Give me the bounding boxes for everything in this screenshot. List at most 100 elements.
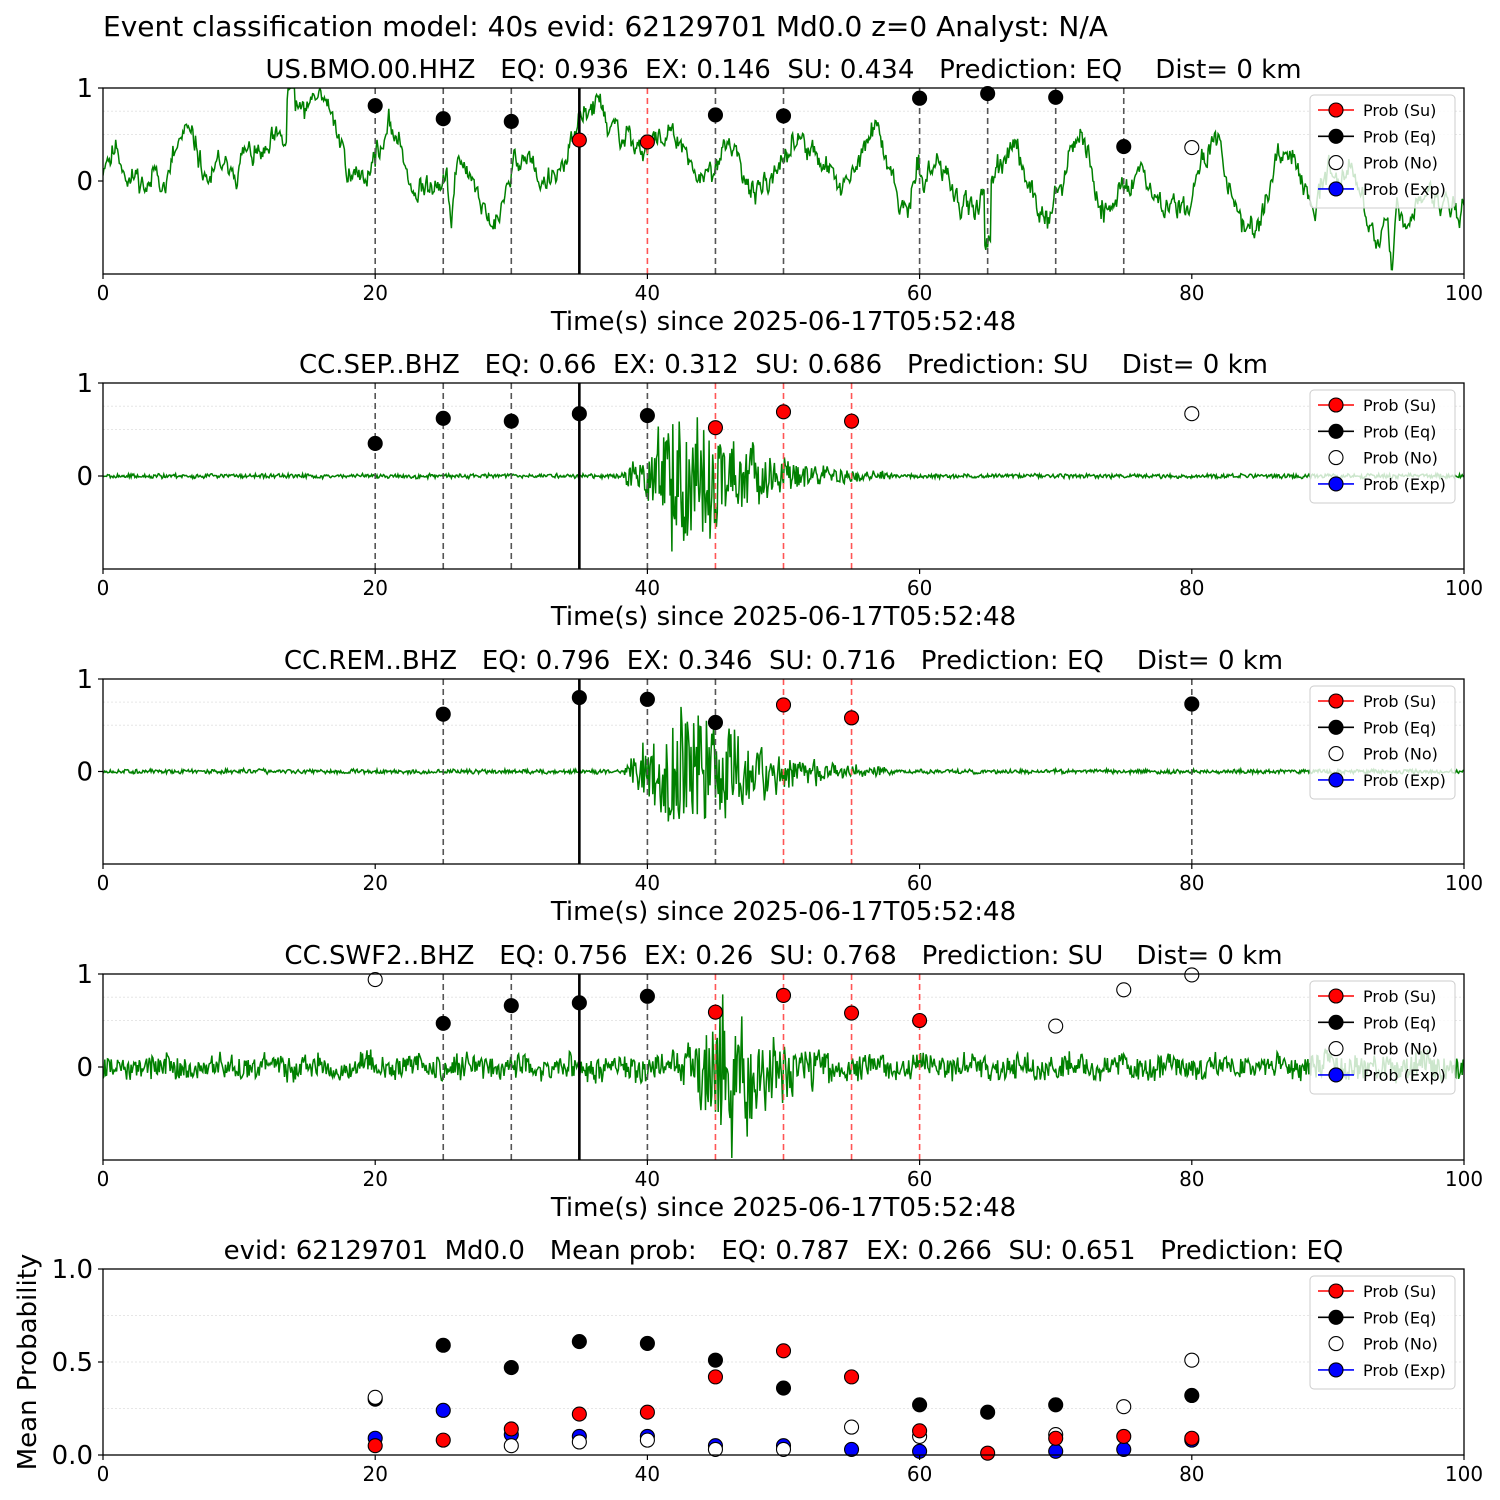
panel-5: 0 20 40 60 80 100 1.0 0.5 0.0 evid: 62129701 Md0.… [13, 1236, 1483, 1486]
prob-marker-su [775, 987, 792, 1003]
prob-marker-eq [435, 410, 451, 426]
y-tick-label: 0 [76, 1053, 93, 1083]
y-tick-label: 1.0 [52, 1255, 93, 1285]
legend-label: Prob (Eq) [1363, 1013, 1436, 1032]
x-tick-label: 80 [1179, 281, 1204, 305]
x-tick-label: 100 [1445, 1167, 1483, 1191]
mean-prob-point-su [980, 1445, 996, 1461]
prob-marker-eq [503, 113, 519, 130]
prob-marker-eq [980, 86, 996, 102]
prob-marker-eq [775, 108, 792, 124]
x-axis-label: Time(s) since 2025-06-17T05:52:48 [550, 897, 1016, 927]
mean-prob-point-no [367, 1389, 383, 1405]
x-tick-label: 80 [1179, 1462, 1204, 1486]
mean-prob-point-exp [1116, 1441, 1132, 1457]
x-tick-label: 40 [635, 871, 660, 895]
x-tick-label: 60 [907, 1462, 932, 1486]
x-tick-label: 20 [362, 281, 387, 305]
x-axis-label: Time(s) since 2025-06-17T05:52:48 [550, 1193, 1016, 1223]
legend-label: Prob (Eq) [1363, 718, 1436, 737]
x-axis-label: Time(s) since 2025-06-17T05:52:48 [550, 307, 1016, 337]
prob-marker-su [843, 710, 860, 726]
legend-label: Prob (Su) [1363, 396, 1436, 415]
legend-marker [1328, 181, 1344, 197]
x-tick-label: 40 [635, 576, 660, 600]
legend-label: Prob (Exp) [1363, 475, 1446, 494]
legend: Prob (Su) Prob (Eq) Prob (No) Prob (Exp) [1309, 389, 1456, 504]
mean-prob-point-su [707, 1369, 724, 1385]
prob-marker-su [843, 413, 860, 429]
prob-marker-su [639, 134, 655, 150]
x-tick-label: 100 [1445, 281, 1483, 305]
legend-label: Prob (No) [1363, 449, 1438, 468]
x-tick-label: 0 [97, 1167, 110, 1191]
prob-marker-su [571, 132, 587, 148]
y-tick-label: 1 [76, 960, 93, 990]
prob-marker-eq [503, 413, 519, 429]
panel-title: CC.SWF2..BHZ EQ: 0.756 EX: 0.26 SU: 0.76… [284, 941, 1282, 971]
mean-prob-point-eq [1048, 1397, 1064, 1413]
panel-title: CC.REM..BHZ EQ: 0.796 EX: 0.346 SU: 0.71… [284, 646, 1283, 676]
prob-marker-su [912, 1012, 928, 1029]
mean-prob-point-eq [980, 1404, 996, 1420]
prob-marker-eq [571, 995, 587, 1011]
mean-prob-point-su [571, 1406, 587, 1422]
prob-marker-eq [503, 998, 519, 1014]
legend-label: Prob (No) [1363, 1040, 1438, 1059]
prob-marker-eq [1184, 696, 1200, 712]
prob-marker-eq [1048, 89, 1064, 105]
legend-label: Prob (No) [1363, 745, 1438, 764]
legend-label: Prob (Su) [1363, 987, 1436, 1006]
mean-prob-point-no [707, 1441, 724, 1457]
x-tick-label: 0 [97, 871, 110, 895]
mean-prob-point-su [1184, 1430, 1200, 1446]
prob-marker-no [367, 972, 383, 988]
prob-marker-no [1116, 982, 1132, 998]
legend-label: Prob (Su) [1363, 1282, 1436, 1301]
legend-label: Prob (Eq) [1363, 422, 1436, 441]
mean-prob-point-eq [435, 1337, 451, 1353]
legend-marker [1328, 1014, 1344, 1030]
legend-label: Prob (Exp) [1363, 771, 1446, 790]
x-tick-label: 40 [635, 1462, 660, 1486]
legend-marker [1328, 1067, 1344, 1083]
panel-1: 0 20 40 60 80 100 1 0 US.BMO.00.HHZ EQ: 0.936 EX… [76, 55, 1483, 337]
prob-marker-eq [1116, 139, 1132, 155]
prob-marker-su [775, 404, 792, 420]
x-tick-label: 60 [907, 1167, 932, 1191]
mean-prob-point-no [1184, 1352, 1200, 1368]
mean-prob-point-exp [435, 1402, 451, 1418]
legend-marker [1328, 988, 1344, 1004]
legend: Prob (Su) Prob (Eq) Prob (No) Prob (Exp) [1309, 980, 1456, 1095]
mean-prob-point-eq [639, 1335, 655, 1351]
panel-title: CC.SEP..BHZ EQ: 0.66 EX: 0.312 SU: 0.686… [299, 350, 1268, 380]
y-axis-label: Mean Probability [13, 1254, 43, 1471]
prob-marker-no [1184, 139, 1200, 156]
prob-marker-eq [367, 435, 383, 452]
mean-prob-point-exp [1048, 1443, 1064, 1459]
y-tick-label: 0.5 [52, 1348, 93, 1378]
y-tick-label: 1 [76, 665, 93, 695]
legend: Prob (Su) Prob (Eq) Prob (No) Prob (Exp) [1309, 685, 1456, 800]
prob-marker-eq [367, 98, 383, 114]
prob-marker-eq [435, 1015, 451, 1031]
mean-prob-point-su [912, 1423, 928, 1439]
mean-prob-point-eq [571, 1333, 587, 1350]
x-tick-label: 60 [907, 281, 932, 305]
x-tick-label: 80 [1179, 1167, 1204, 1191]
mean-prob-point-su [639, 1404, 655, 1420]
legend-marker [1328, 1362, 1344, 1378]
y-tick-label: 1 [76, 74, 93, 104]
prob-marker-su [707, 420, 724, 436]
mean-prob-point-su [1116, 1428, 1132, 1444]
legend-label: Prob (Exp) [1363, 180, 1446, 199]
x-tick-label: 20 [362, 1167, 387, 1191]
prob-marker-su [775, 697, 792, 713]
mean-prob-point-eq [707, 1352, 724, 1368]
mean-prob-point-no [775, 1441, 792, 1457]
legend-marker [1328, 423, 1344, 439]
y-tick-label: 0 [76, 758, 93, 788]
legend-marker [1328, 155, 1344, 171]
y-tick-label: 0 [76, 462, 93, 492]
